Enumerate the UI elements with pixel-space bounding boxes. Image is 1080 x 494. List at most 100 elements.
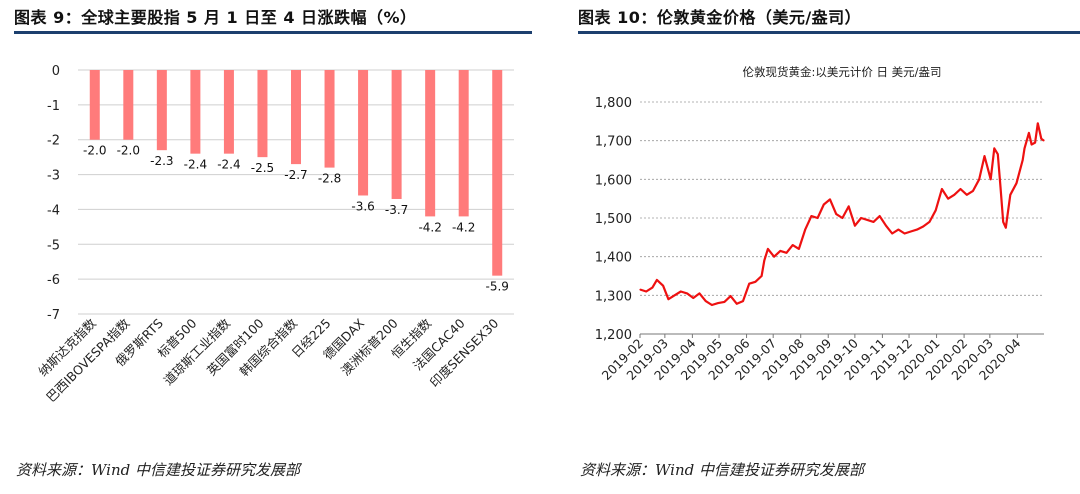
data-point: [829, 198, 831, 201]
data-point: [1002, 221, 1004, 223]
figure-title: 图表 10：伦敦黄金价格（美元/盎司）: [578, 8, 862, 27]
data-point: [723, 301, 725, 303]
data-point: [1022, 159, 1024, 161]
bar: [190, 70, 201, 154]
data-point: [1005, 227, 1007, 229]
data-point: [773, 256, 775, 258]
series-line: [639, 122, 1045, 307]
data-point: [736, 303, 738, 305]
data-label: -2.0: [117, 144, 140, 158]
data-point: [767, 248, 769, 250]
data-point: [717, 302, 719, 304]
figure-title: 图表 9：全球主要股指 5 月 1 日至 4 日涨跌幅（%）: [14, 8, 417, 27]
y-tick-label: -2: [47, 134, 60, 149]
panel-gold-price: 图表 10：伦敦黄金价格（美元/盎司） 伦敦现货黄金:以美元计价 日 美元/盎司…: [578, 0, 1080, 494]
data-point: [860, 217, 862, 219]
data-point: [667, 298, 670, 300]
data-point: [748, 283, 750, 285]
data-point: [674, 294, 676, 296]
data-point: [698, 292, 701, 294]
data-point: [854, 225, 856, 227]
bar: [156, 70, 167, 151]
y-tick-label: 1,300: [595, 289, 632, 304]
data-point: [810, 215, 812, 217]
data-point: [999, 186, 1002, 188]
data-label: -4.2: [452, 220, 475, 234]
bar: [425, 70, 436, 217]
data-point: [662, 285, 664, 287]
data-point: [1037, 122, 1039, 124]
data-label: -5.9: [486, 280, 509, 294]
data-point: [897, 229, 899, 231]
data-point: [966, 194, 968, 196]
data-point: [983, 155, 986, 157]
data-point: [1030, 143, 1033, 146]
data-point: [993, 147, 995, 149]
data-point: [916, 229, 918, 231]
data-point: [997, 153, 999, 155]
data-point: [1040, 138, 1042, 140]
data-label: -2.7: [284, 168, 307, 182]
data-point: [651, 287, 654, 289]
data-point: [804, 229, 806, 231]
data-point: [742, 300, 744, 302]
data-point: [848, 205, 850, 207]
title-divider: [14, 31, 532, 34]
data-point: [1043, 140, 1045, 142]
data-point: [835, 213, 837, 215]
bar: [358, 70, 369, 196]
y-tick-label: -7: [47, 308, 60, 323]
panel-index-changes: 图表 9：全球主要股指 5 月 1 日至 4 日涨跌幅（%） 0 -1 -2 -3 -4…: [14, 0, 532, 494]
data-point: [841, 217, 844, 219]
data-point: [978, 178, 980, 180]
data-label: -2.4: [184, 158, 207, 172]
data-label: -3.7: [385, 203, 408, 217]
data-point: [935, 209, 937, 211]
data-point: [645, 290, 647, 293]
data-point: [729, 295, 732, 297]
data-point: [1034, 142, 1036, 144]
data-point: [639, 288, 641, 291]
data-point: [990, 178, 992, 180]
data-point: [959, 188, 962, 190]
data-label: -2.4: [217, 158, 240, 172]
data-point: [953, 194, 955, 196]
data-point: [785, 252, 788, 254]
bar: [257, 70, 268, 158]
line-chart: 伦敦现货黄金:以美元计价 日 美元/盎司 1,200 1,300 1,400 1,500…: [595, 65, 1045, 383]
y-tick-label: 1,200: [595, 328, 632, 343]
data-point: [941, 188, 943, 190]
bar: [223, 70, 234, 154]
data-point: [763, 259, 765, 262]
chart-title: 伦敦现货黄金:以美元计价 日 美元/盎司: [742, 65, 941, 79]
source-note: 资料来源：Wind 中信建投证券研究发展部: [16, 461, 300, 479]
y-tick-label: -3: [47, 169, 60, 184]
source-note: 资料来源：Wind 中信建投证券研究发展部: [580, 461, 864, 479]
y-tick-label: -5: [47, 238, 60, 253]
y-tick-label: 1,800: [595, 96, 632, 111]
bar: [89, 70, 100, 140]
data-point: [947, 198, 949, 200]
y-tick-label: 1,400: [595, 251, 632, 266]
data-point: [891, 232, 893, 235]
y-tick-label: 1,500: [595, 212, 632, 227]
data-point: [1023, 147, 1026, 149]
bar: [391, 70, 402, 199]
data-point: [816, 217, 819, 219]
data-point: [1009, 194, 1011, 196]
title-divider: [578, 31, 1080, 34]
data-label: -2.0: [83, 144, 106, 158]
data-point: [928, 221, 931, 223]
data-point: [823, 203, 825, 206]
data-point: [680, 290, 682, 293]
data-point: [885, 225, 887, 227]
data-point: [1028, 132, 1030, 134]
bar: [324, 70, 335, 168]
y-tick-label: -1: [47, 99, 60, 114]
data-point: [711, 304, 713, 306]
y-tick-label: 1,600: [595, 173, 632, 188]
data-point: [866, 219, 868, 221]
data-point: [1015, 182, 1018, 184]
data-point: [972, 190, 974, 192]
data-point: [879, 215, 881, 217]
